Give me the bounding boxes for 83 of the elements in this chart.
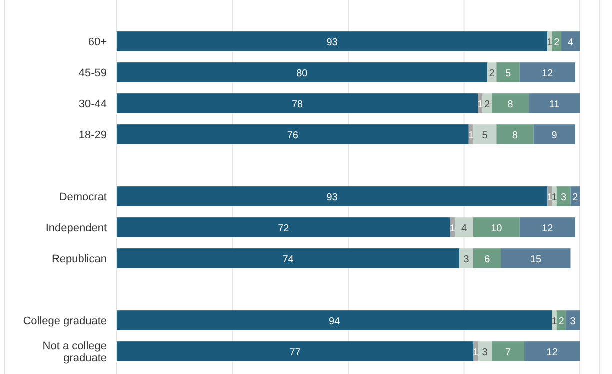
data-label: 2 bbox=[489, 68, 496, 80]
data-label: 1 bbox=[547, 192, 554, 204]
bar bbox=[117, 310, 552, 330]
bar bbox=[117, 62, 488, 82]
bar bbox=[474, 218, 520, 238]
data-label: 8 bbox=[512, 130, 518, 142]
data-label: 11 bbox=[549, 100, 560, 110]
data-label: 77 bbox=[290, 348, 302, 358]
data-label: 1 bbox=[478, 100, 484, 110]
bar bbox=[529, 94, 580, 114]
data-label: 3 bbox=[570, 316, 576, 328]
bar bbox=[561, 32, 580, 52]
data-label: 76 bbox=[287, 130, 299, 142]
bar bbox=[478, 342, 492, 362]
data-label: 93 bbox=[326, 192, 338, 204]
y-tick-label: Democrat bbox=[59, 192, 107, 204]
data-label: 10 bbox=[491, 224, 503, 234]
bar bbox=[474, 124, 497, 144]
y-tick-label: Not a college graduate bbox=[42, 340, 107, 364]
y-tick-label: 30-44 bbox=[78, 98, 107, 110]
bar bbox=[570, 186, 580, 206]
data-label: 1 bbox=[547, 38, 554, 48]
data-label: 2 bbox=[558, 316, 565, 328]
data-label: 1 bbox=[468, 130, 474, 142]
data-label: 12 bbox=[542, 68, 554, 80]
data-label: 4 bbox=[568, 38, 574, 48]
bar bbox=[117, 32, 548, 52]
data-label: 4 bbox=[461, 224, 468, 234]
data-label: 15 bbox=[530, 254, 542, 266]
bar bbox=[117, 248, 460, 268]
bar bbox=[524, 342, 580, 362]
data-label: 78 bbox=[292, 100, 304, 110]
bar bbox=[478, 94, 483, 114]
data-label: 2 bbox=[572, 192, 579, 204]
data-label: 9 bbox=[552, 130, 558, 142]
y-tick-label: 18-29 bbox=[78, 130, 107, 142]
bar bbox=[520, 218, 576, 238]
bar bbox=[566, 310, 580, 330]
data-label: 94 bbox=[329, 316, 341, 328]
bar bbox=[496, 62, 520, 82]
bar bbox=[117, 94, 478, 114]
data-label: 93 bbox=[326, 38, 338, 48]
data-label: 1 bbox=[552, 192, 558, 204]
data-label: 3 bbox=[561, 192, 568, 204]
bar bbox=[117, 124, 469, 144]
data-label: 80 bbox=[296, 68, 308, 80]
bar bbox=[520, 62, 576, 82]
data-label: 6 bbox=[484, 254, 491, 266]
y-tick-label: 60+ bbox=[88, 36, 107, 48]
data-label: 74 bbox=[282, 254, 294, 266]
data-label: 2 bbox=[554, 38, 560, 48]
data-label: 3 bbox=[464, 254, 470, 266]
y-tick-label: Independent bbox=[46, 222, 107, 234]
data-label: 2 bbox=[484, 100, 491, 110]
data-label: 12 bbox=[546, 348, 558, 358]
data-label: 8 bbox=[508, 100, 514, 110]
bar bbox=[534, 124, 576, 144]
bar bbox=[492, 342, 524, 362]
data-label: 1 bbox=[450, 224, 456, 234]
bar bbox=[552, 32, 562, 52]
bar bbox=[556, 186, 571, 206]
bar bbox=[460, 248, 474, 268]
bar bbox=[117, 218, 450, 238]
bar bbox=[496, 124, 534, 144]
bar bbox=[492, 94, 530, 114]
y-tick-label: Republican bbox=[52, 254, 107, 266]
bar bbox=[117, 342, 474, 362]
data-label: 7 bbox=[505, 348, 512, 358]
data-label: 5 bbox=[505, 68, 512, 80]
data-label: 1 bbox=[473, 348, 480, 358]
data-label: 5 bbox=[482, 130, 488, 142]
y-tick-label: College graduate bbox=[23, 316, 107, 328]
bar bbox=[117, 186, 548, 206]
data-label: 72 bbox=[278, 224, 290, 234]
data-label: 12 bbox=[542, 224, 554, 234]
bar bbox=[454, 218, 474, 238]
bar bbox=[552, 186, 557, 206]
bar bbox=[552, 310, 557, 330]
bar bbox=[474, 248, 502, 268]
data-label: 1 bbox=[552, 316, 558, 328]
y-tick-label: 45-59 bbox=[78, 68, 107, 80]
data-label: 3 bbox=[482, 348, 488, 358]
bar bbox=[501, 248, 571, 268]
